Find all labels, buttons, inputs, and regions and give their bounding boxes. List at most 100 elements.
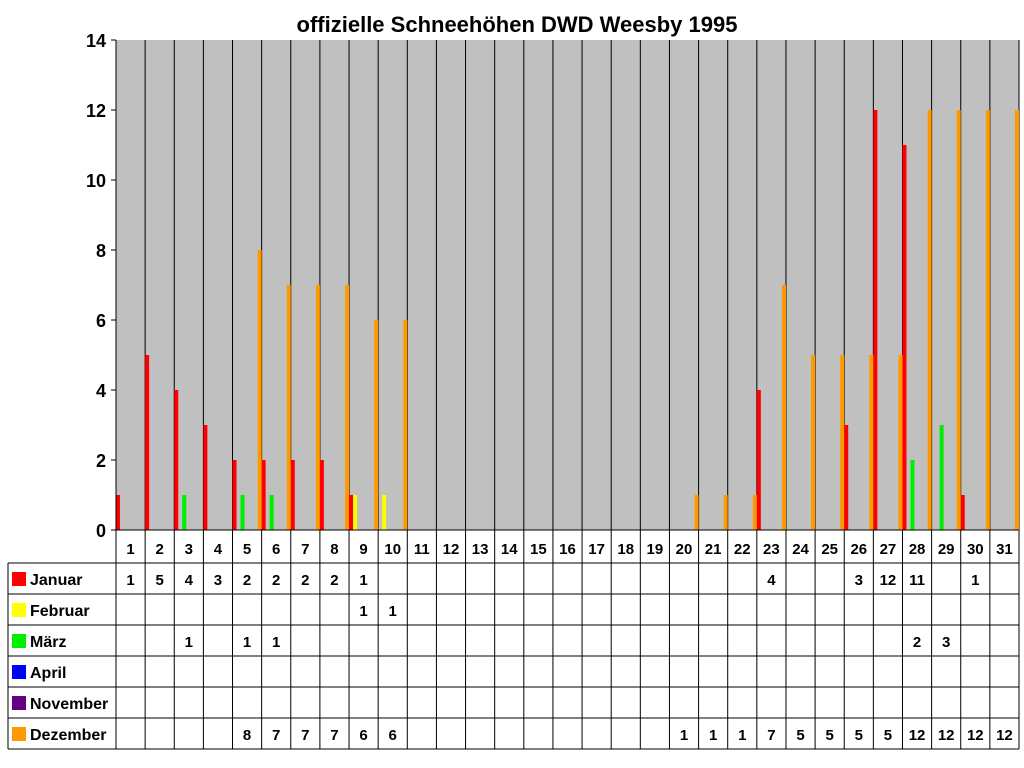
data-label: 2 (272, 572, 280, 589)
x-tick-label: 16 (559, 541, 576, 558)
data-label: 8 (243, 727, 251, 744)
x-tick-label: 12 (443, 541, 460, 558)
legend-label-dezember: Dezember (30, 727, 106, 744)
data-label: 7 (767, 727, 775, 744)
bar-dezember-24 (811, 355, 816, 530)
bar-dezember-28 (927, 110, 932, 530)
data-label: 1 (389, 603, 397, 620)
bar-dezember-27 (898, 355, 903, 530)
legend-label-november: November (30, 696, 108, 713)
bar-dezember-9 (374, 320, 379, 530)
plot-area (116, 40, 1019, 530)
data-label: 11 (909, 572, 925, 589)
y-tick-label: 10 (86, 171, 106, 191)
x-tick-label: 20 (676, 541, 693, 558)
data-label: 3 (214, 572, 222, 589)
bar-januar-23 (756, 390, 761, 530)
data-label: 3 (942, 634, 950, 651)
bar-januar-30 (960, 495, 965, 530)
data-label: 1 (709, 727, 717, 744)
x-tick-label: 2 (156, 541, 164, 558)
bar-februar-10 (382, 495, 387, 530)
data-label: 6 (359, 727, 367, 744)
bar-dezember-29 (956, 110, 961, 530)
x-tick-label: 18 (617, 541, 634, 558)
data-label: 12 (996, 727, 1013, 744)
data-label: 5 (855, 727, 863, 744)
data-label: 1 (738, 727, 746, 744)
data-label: 4 (767, 572, 776, 589)
x-tick-label: 25 (821, 541, 838, 558)
plot-background (116, 40, 1019, 530)
y-tick-label: 8 (96, 241, 106, 261)
bar-januar-1 (116, 495, 120, 530)
x-tick-label: 14 (501, 541, 518, 558)
bar-dezember-8 (345, 285, 350, 530)
bar-januar-6 (261, 460, 266, 530)
x-tick-label: 7 (301, 541, 309, 558)
x-tick-label: 19 (647, 541, 664, 558)
data-label: 1 (680, 727, 688, 744)
legend-label-april: April (30, 665, 66, 682)
x-tick-label: 6 (272, 541, 280, 558)
data-label: 1 (126, 572, 134, 589)
y-tick-label: 2 (96, 451, 106, 471)
data-label: 2 (330, 572, 338, 589)
x-tick-label: 10 (384, 541, 401, 558)
data-label: 1 (359, 603, 367, 620)
bar-januar-26 (844, 425, 849, 530)
data-label: 7 (330, 727, 338, 744)
bar-januar-8 (319, 460, 324, 530)
x-tick-label: 23 (763, 541, 780, 558)
bar-dezember-20 (694, 495, 699, 530)
x-tick-label: 13 (472, 541, 489, 558)
x-tick-label: 31 (996, 541, 1013, 558)
data-label: 12 (967, 727, 984, 744)
bar-dezember-7 (315, 285, 320, 530)
bar-januar-9 (349, 495, 354, 530)
legend-label-märz: März (30, 634, 66, 651)
data-label: 1 (359, 572, 367, 589)
bar-januar-28 (902, 145, 907, 530)
x-tick-label: 24 (792, 541, 809, 558)
x-tick-label: 22 (734, 541, 751, 558)
data-label: 2 (243, 572, 251, 589)
bars (116, 110, 1019, 530)
bar-dezember-25 (840, 355, 845, 530)
x-tick-label: 8 (330, 541, 338, 558)
chart-title: offizielle Schneehöhen DWD Weesby 1995 (296, 12, 738, 37)
bar-dezember-22 (752, 495, 757, 530)
data-label: 5 (825, 727, 833, 744)
data-label: 1 (243, 634, 251, 651)
bar-märz-6 (269, 495, 274, 530)
x-tick-label: 27 (880, 541, 897, 558)
x-tick-label: 17 (588, 541, 605, 558)
y-tick-label: 14 (86, 31, 106, 51)
bar-dezember-31 (1015, 110, 1019, 530)
legend-swatch-februar (12, 603, 26, 617)
y-tick-label: 12 (86, 101, 106, 121)
data-label: 6 (389, 727, 397, 744)
legend-label-februar: Februar (30, 603, 90, 620)
data-label: 5 (156, 572, 164, 589)
legend-swatch-dezember (12, 727, 26, 741)
y-tick-label: 0 (96, 521, 106, 541)
data-label: 1 (185, 634, 193, 651)
bar-märz-29 (939, 425, 944, 530)
legend-swatch-november (12, 696, 26, 710)
x-tick-label: 26 (850, 541, 867, 558)
bar-dezember-30 (985, 110, 990, 530)
bar-märz-28 (910, 460, 915, 530)
legend-swatch-januar (12, 572, 26, 586)
data-label: 2 (913, 634, 921, 651)
data-label: 3 (855, 572, 863, 589)
bar-dezember-10 (403, 320, 408, 530)
data-label: 5 (796, 727, 804, 744)
legend-swatch-märz (12, 634, 26, 648)
x-tick-label: 11 (414, 541, 430, 558)
bar-dezember-5 (257, 250, 262, 530)
data-label: 12 (880, 572, 897, 589)
bar-dezember-6 (286, 285, 291, 530)
data-label: 5 (884, 727, 892, 744)
